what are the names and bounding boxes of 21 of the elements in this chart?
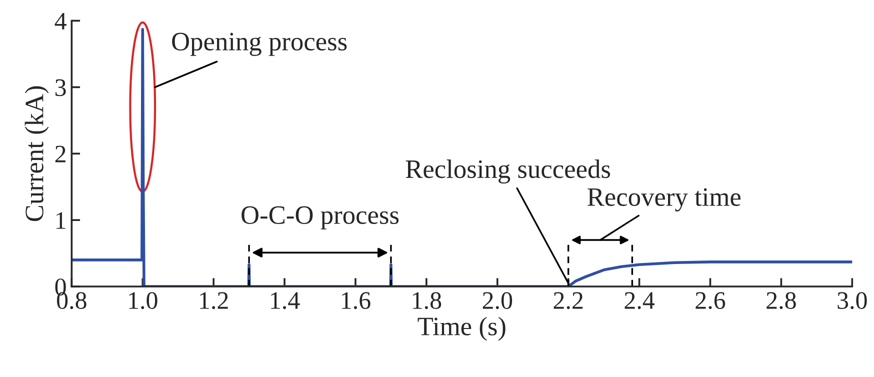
x-tick-label: 1.4	[271, 292, 300, 310]
x-tick-label: 1.2	[200, 292, 228, 310]
x-tick-label: 2.2	[554, 292, 583, 310]
x-axis-title: Time (s)	[418, 316, 506, 341]
x-tick-label: 2.6	[696, 292, 726, 310]
x-tick-label: 2.4	[624, 292, 655, 310]
y-tick-label: 3	[56, 79, 66, 96]
y-tick-label: 2	[55, 146, 66, 162]
annotation: Reclosing succeeds	[406, 160, 610, 184]
x-tick-label: 3.0	[838, 292, 867, 310]
annotation: O-C-O process	[242, 206, 399, 230]
annotation: Opening process	[172, 32, 347, 56]
y-axis-title: Current (kA)	[24, 86, 49, 222]
y-tick-label: 4	[54, 12, 66, 30]
x-tick-label: 2.0	[482, 292, 512, 310]
x-tick-label: 2.8	[766, 292, 796, 310]
x-tick-label: 1.0	[129, 292, 158, 310]
x-tick-label: 1.8	[413, 292, 442, 310]
annotation: Recovery time	[588, 188, 741, 212]
y-tick-label: 1	[56, 212, 66, 229]
x-tick-label: 1.6	[342, 292, 370, 310]
